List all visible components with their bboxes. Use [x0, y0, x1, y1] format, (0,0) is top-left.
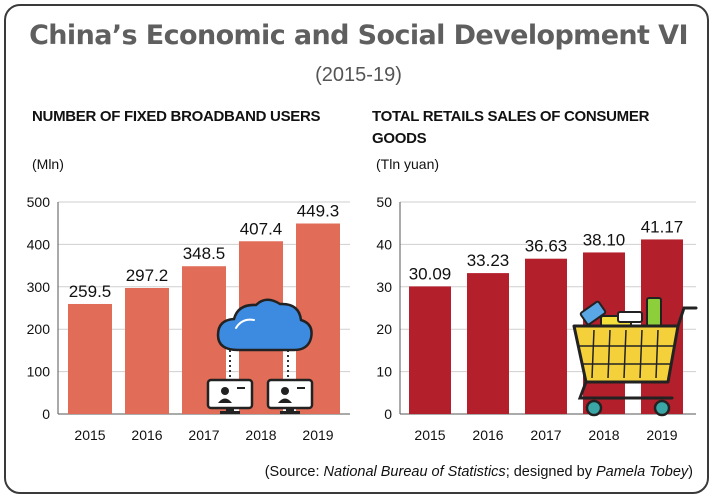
infographic-frame: China’s Economic and Social Development … — [4, 4, 709, 494]
broadband-x-tick-label: 2016 — [131, 427, 162, 443]
broadband-bar — [68, 303, 112, 414]
retail-bar — [467, 273, 509, 414]
broadband-y-tick-label: 200 — [27, 321, 51, 337]
monitor-stand — [286, 408, 294, 412]
broadband-bar — [125, 287, 169, 414]
shopping-cart-icon — [572, 297, 698, 417]
computer-icon — [206, 378, 254, 414]
charts-canvas: 0100200300400500259.52015297.22016348.52… — [27, 194, 698, 443]
cart-basket-rib — [623, 329, 627, 379]
retail-value-label: 38.10 — [583, 230, 626, 249]
retail-x-tick-label: 2018 — [588, 427, 619, 443]
monitor-screen — [266, 378, 314, 410]
cart-item-pack — [617, 311, 643, 323]
monitor-base — [220, 411, 240, 414]
cloud-highlight — [235, 318, 255, 329]
broadband-chart-title: NUMBER OF FIXED BROADBAND USERS — [32, 108, 321, 125]
monitor-base — [280, 411, 300, 414]
broadband-x-tick-label: 2019 — [302, 427, 333, 443]
broadband-value-label: 259.5 — [69, 282, 112, 301]
cart-handle — [676, 306, 698, 328]
source-designer: Pamela Tobey — [595, 464, 689, 480]
retail-value-label: 36.63 — [525, 237, 568, 256]
retail-y-tick-label: 50 — [376, 194, 392, 210]
retail-y-tick-label: 10 — [376, 364, 392, 380]
retail-y-tick-label: 30 — [376, 279, 392, 295]
cart-wheel — [653, 399, 671, 417]
retail-bar — [409, 286, 451, 414]
broadband-value-label: 297.2 — [126, 266, 169, 285]
source-organization: National Bureau of Statistics — [323, 464, 506, 480]
infographic-subtitle: (2015-19) — [315, 64, 402, 86]
broadband-x-tick-label: 2015 — [74, 427, 105, 443]
cart-wheel — [585, 399, 603, 417]
retail-y-tick-label: 0 — [384, 406, 392, 422]
cart-basket-rib — [607, 329, 611, 379]
retail-x-tick-label: 2019 — [646, 427, 677, 443]
retail-value-label: 33.23 — [467, 251, 510, 270]
cart-frame — [577, 380, 674, 400]
retail-x-tick-label: 2015 — [414, 427, 445, 443]
user-body-icon — [278, 398, 292, 403]
source-suffix: ) — [688, 464, 693, 480]
broadband-value-label: 407.4 — [240, 219, 283, 238]
infographic-title: China’s Economic and Social Development … — [29, 20, 688, 51]
retail-y-tick-label: 40 — [376, 236, 392, 252]
cart-basket-rib — [655, 329, 659, 379]
broadband-chart-unit: (Mln) — [32, 156, 64, 172]
cart-item-bottle — [646, 297, 662, 327]
monitor-screen — [206, 378, 254, 410]
broadband-y-tick-label: 100 — [27, 364, 51, 380]
source-note: (Source: National Bureau of Statistics; … — [265, 464, 693, 480]
cloud-computer-icon — [206, 298, 314, 414]
retail-x-tick-label: 2016 — [472, 427, 503, 443]
retail-x-tick-label: 2017 — [530, 427, 561, 443]
user-body-icon — [218, 398, 232, 403]
cart-basket-rib — [639, 329, 643, 379]
source-middle: ; designed by — [505, 464, 596, 480]
monitor-stand — [226, 408, 234, 412]
cart-item-box — [579, 300, 607, 326]
broadband-x-tick-label: 2018 — [245, 427, 276, 443]
cloud-icon — [216, 298, 313, 352]
retail-chart-title: TOTAL RETAILS SALES OF CONSUMER GOODS — [372, 108, 650, 147]
retail-value-label: 30.09 — [409, 264, 452, 283]
retail-y-tick-label: 20 — [376, 321, 392, 337]
retail-chart-unit: (Tln yuan) — [376, 156, 440, 172]
broadband-value-label: 348.5 — [183, 244, 226, 263]
retail-bar — [525, 258, 567, 414]
screen-line — [237, 387, 245, 389]
screen-line — [297, 387, 305, 389]
computer-icon — [266, 378, 314, 414]
broadband-y-tick-label: 400 — [27, 236, 51, 252]
user-head-icon — [281, 387, 289, 395]
user-head-icon — [221, 387, 229, 395]
broadband-value-label: 449.3 — [297, 201, 340, 220]
cart-basket-rib — [591, 329, 595, 379]
broadband-y-tick-label: 500 — [27, 194, 51, 210]
broadband-y-tick-label: 300 — [27, 279, 51, 295]
source-prefix: (Source: — [264, 464, 324, 480]
broadband-x-tick-label: 2017 — [188, 427, 219, 443]
retail-value-label: 41.17 — [641, 217, 684, 236]
broadband-y-tick-label: 0 — [42, 406, 50, 422]
